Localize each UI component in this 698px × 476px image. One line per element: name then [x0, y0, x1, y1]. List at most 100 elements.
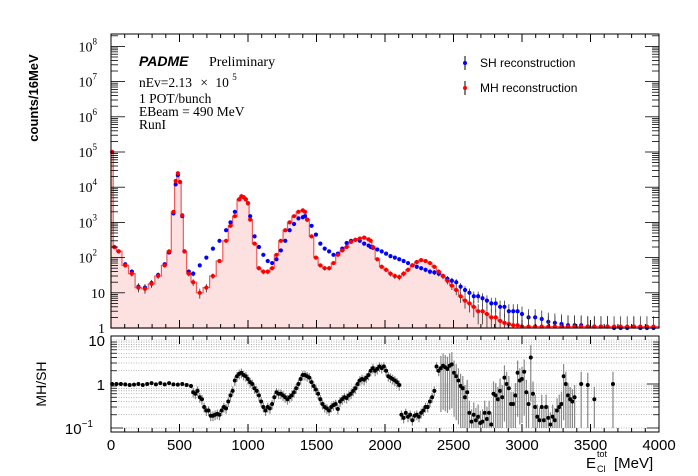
ratio-point	[557, 405, 562, 410]
main-y-tick-label: 10	[91, 287, 105, 302]
ratio-y-tick-label: 10−1	[65, 419, 94, 438]
mh-point	[388, 271, 393, 276]
sh-point	[506, 309, 511, 314]
ratio-point	[311, 384, 316, 389]
ratio-point	[292, 390, 297, 395]
mh-point	[278, 238, 283, 243]
ratio-point	[432, 388, 437, 393]
ratio-point	[473, 418, 478, 423]
legend-label-sh: SH reconstruction	[480, 56, 575, 70]
ratio-point	[272, 395, 277, 400]
ratio-point	[399, 412, 404, 417]
mh-point	[511, 323, 516, 328]
main-y-tick-label: 103	[79, 212, 98, 231]
ratio-point	[335, 407, 340, 412]
sh-point	[462, 287, 468, 293]
ratio-point	[480, 419, 485, 424]
mh-point	[502, 320, 507, 325]
sh-point	[327, 249, 332, 254]
ratio-point	[541, 418, 546, 423]
main-y-ticks	[111, 35, 659, 329]
pot-label: 1 POT/bunch	[139, 91, 212, 106]
sh-point	[423, 267, 428, 272]
ratio-point	[316, 391, 321, 396]
sh-point	[217, 238, 222, 243]
ratio-point	[570, 399, 575, 404]
ratio-point	[199, 397, 204, 402]
mh-histogram-area	[110, 151, 660, 329]
mh-point	[340, 248, 345, 253]
ratio-point	[530, 391, 535, 396]
ratio-point	[500, 395, 505, 400]
main-y-axis-label: counts/16MeV	[26, 54, 41, 142]
sh-point	[449, 278, 454, 283]
ratio-point	[256, 393, 261, 398]
sh-point	[287, 228, 292, 233]
ratio-x-ticks	[110, 336, 660, 432]
sh-point	[493, 301, 498, 306]
sh-point	[296, 216, 301, 221]
sh-point	[484, 298, 490, 303]
ratio-point	[136, 382, 141, 386]
ratio-point	[421, 408, 426, 413]
mh-point	[515, 323, 520, 328]
ratio-point	[180, 382, 185, 386]
mh-point	[166, 249, 172, 254]
ratio-point	[572, 395, 577, 400]
ratio-point	[140, 382, 145, 387]
x-label-unit: [MeV]	[614, 455, 653, 472]
mh-point	[484, 311, 490, 317]
mh-point	[318, 263, 323, 268]
ratio-point	[427, 399, 432, 404]
ratio-point	[471, 412, 476, 417]
ratio-point	[401, 415, 406, 420]
mh-point	[383, 267, 389, 272]
ratio-point	[309, 380, 314, 385]
sh-point	[191, 271, 196, 276]
ratio-point	[289, 393, 294, 398]
ratio-point	[381, 364, 386, 369]
ratio-point	[467, 410, 472, 415]
mh-point	[210, 273, 216, 279]
sh-point	[204, 255, 209, 260]
ratio-point	[454, 374, 459, 379]
mh-point	[283, 228, 288, 233]
sh-point	[302, 214, 308, 219]
ratio-point	[535, 414, 540, 419]
sh-point	[401, 258, 406, 264]
sh-point	[256, 244, 262, 250]
mh-point	[449, 283, 454, 288]
ratio-point	[579, 382, 584, 386]
main-y-tick-label: 106	[79, 107, 98, 126]
mh-point	[432, 264, 437, 269]
ratio-point	[460, 386, 465, 391]
legend-entry-mh: MH reconstruction	[463, 81, 577, 95]
mh-point	[180, 213, 185, 218]
sh-point	[228, 220, 233, 225]
ratio-point	[250, 382, 255, 386]
ratio-point	[504, 382, 509, 386]
ratio-point	[366, 373, 371, 378]
mh-point	[368, 238, 373, 243]
mh-point	[274, 252, 279, 257]
mh-point	[191, 280, 196, 285]
ratio-point	[544, 405, 549, 410]
ratio-point	[559, 402, 564, 407]
ratio-point	[403, 410, 408, 415]
ratio-y-tick-label: 1	[97, 377, 105, 394]
ratio-point	[548, 422, 553, 427]
mh-point	[302, 209, 308, 214]
main-y-tick-label: 105	[79, 142, 98, 161]
sh-point	[519, 311, 525, 317]
mh-point	[228, 223, 233, 228]
ratio-point	[449, 362, 454, 367]
mh-point	[204, 285, 209, 290]
ratio-point	[533, 405, 538, 410]
ratio-point	[246, 376, 250, 381]
mh-point	[392, 273, 397, 279]
ratio-point	[476, 414, 481, 419]
ratio-point	[550, 414, 555, 419]
ratio-point	[465, 390, 470, 395]
legend-marker-mh	[463, 86, 467, 90]
